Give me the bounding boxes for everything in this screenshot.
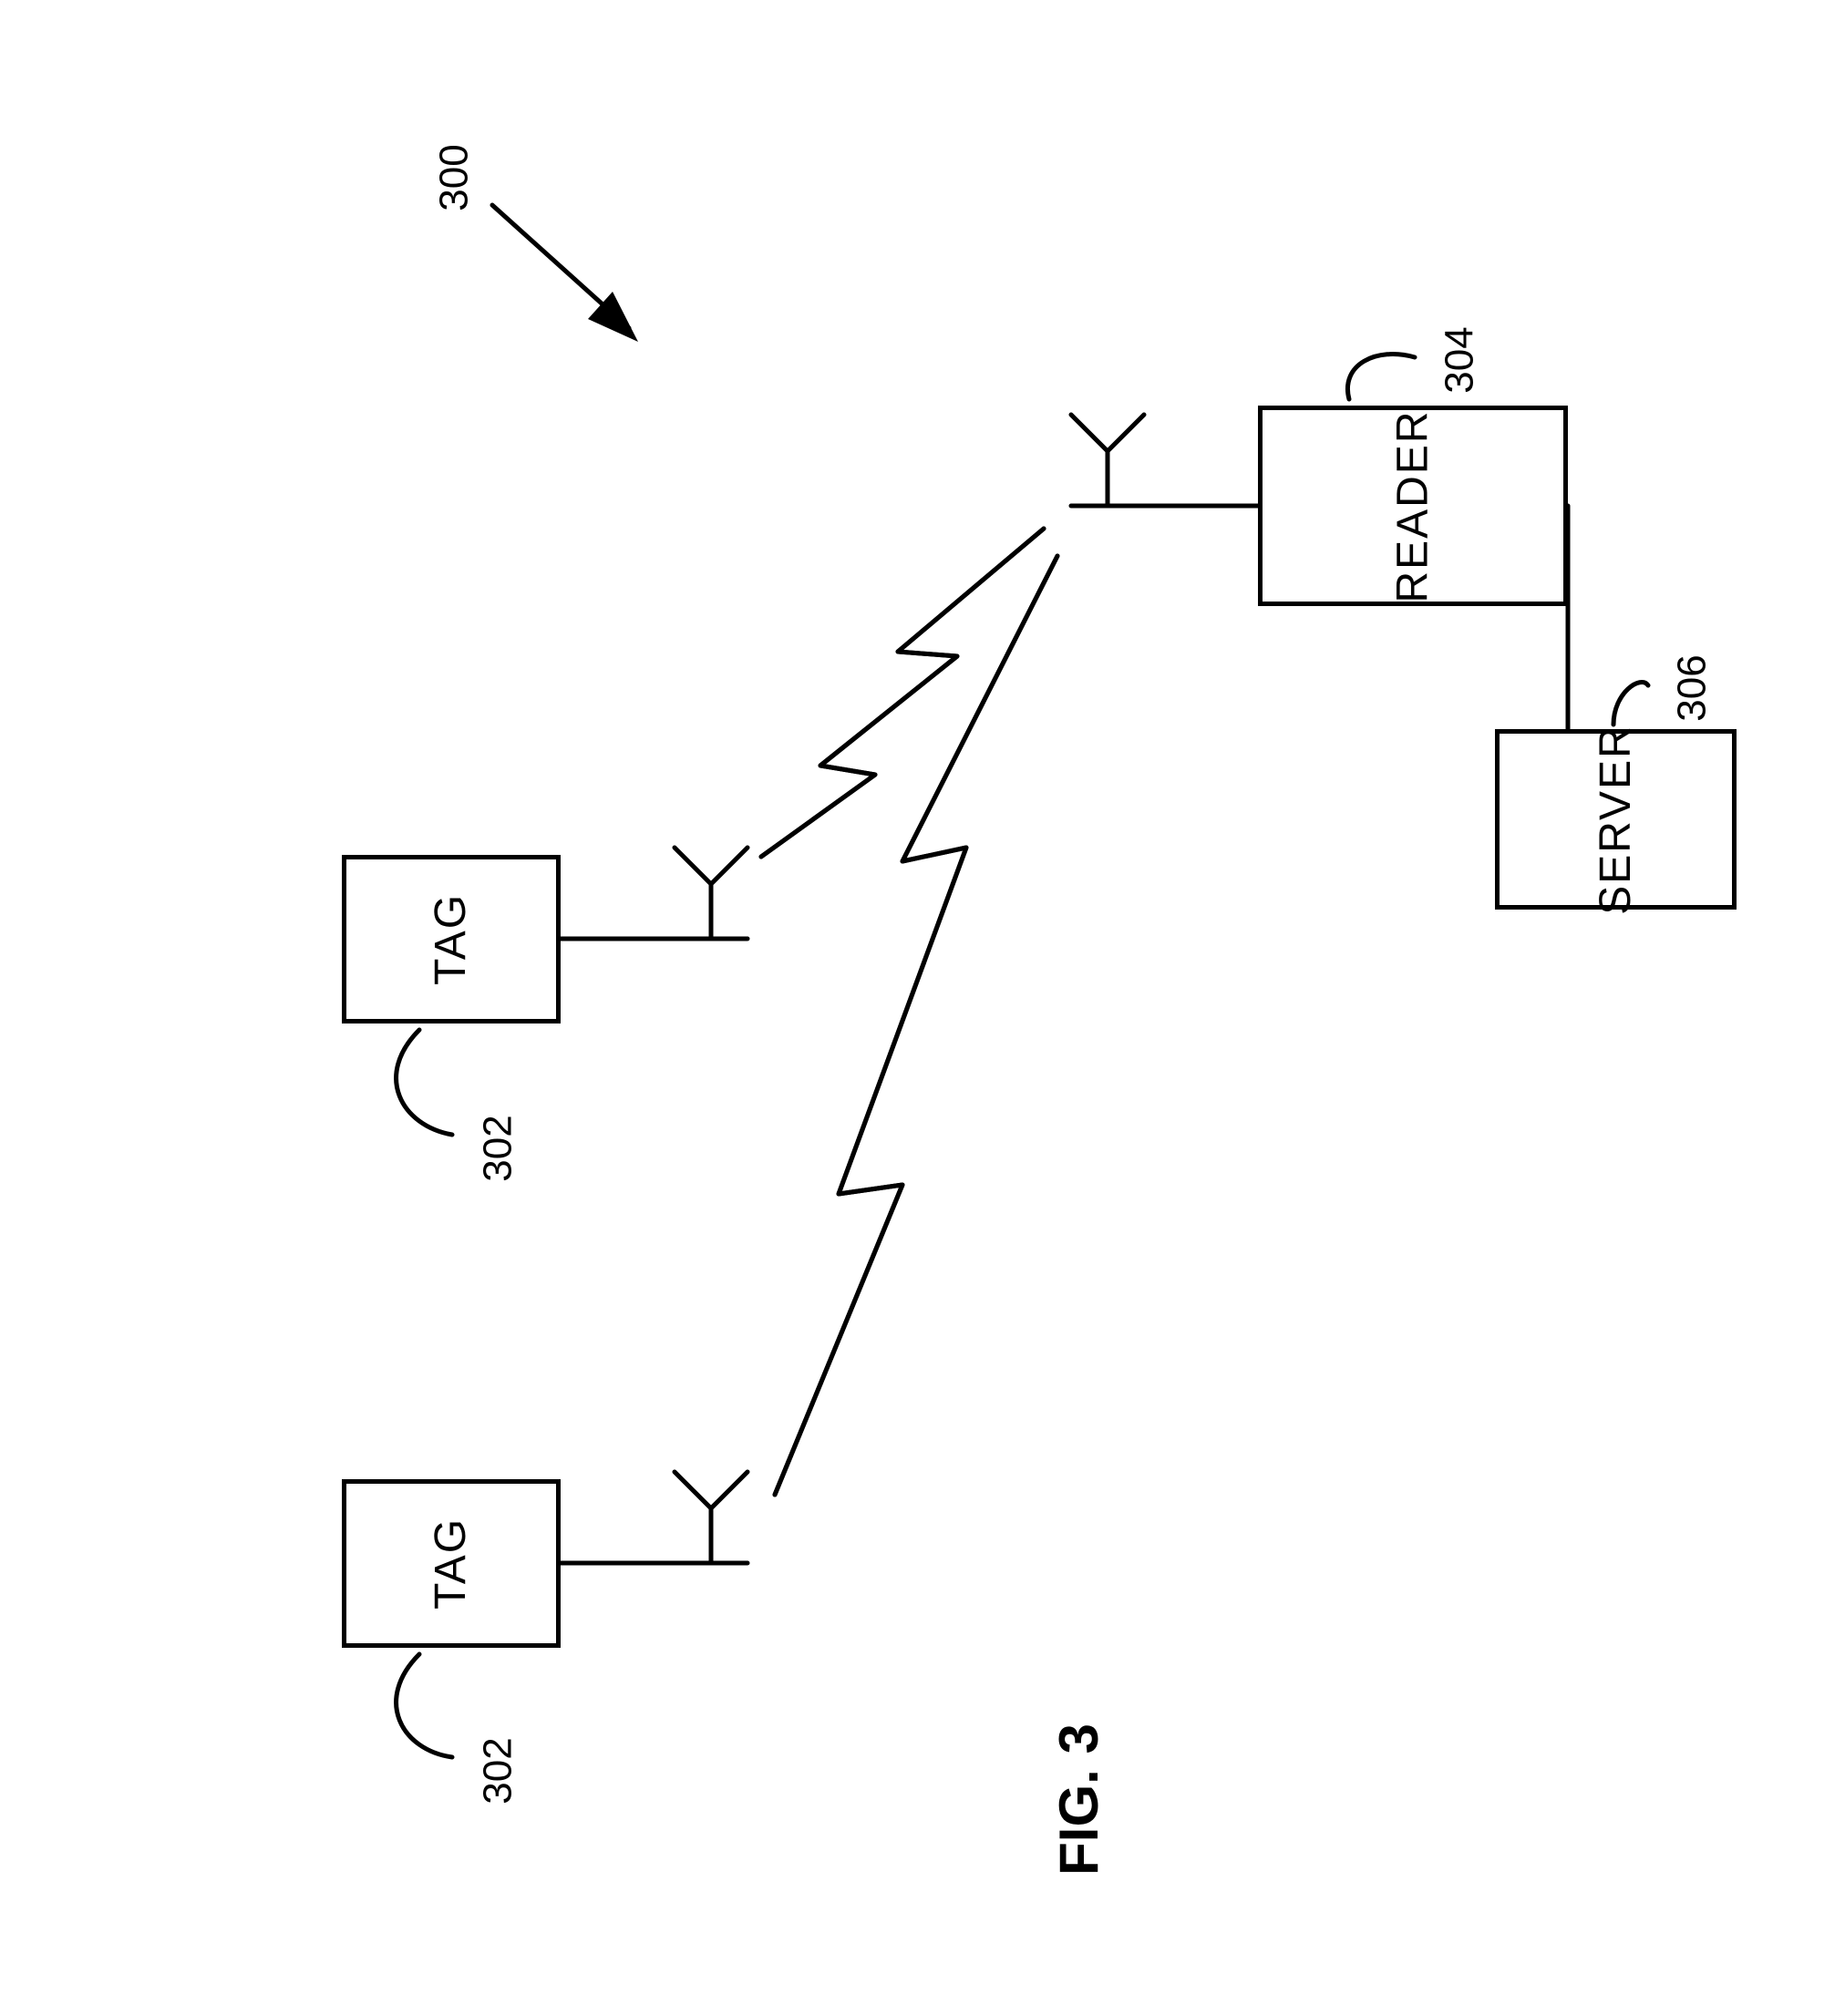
tag-box-2: TAG bbox=[342, 1479, 561, 1648]
rf-link-2-icon bbox=[775, 556, 1057, 1495]
tag-box-2-label: TAG bbox=[426, 1517, 476, 1610]
server-box-label: SERVER bbox=[1591, 725, 1641, 915]
ref-tag1: 302 bbox=[476, 1115, 521, 1181]
leader-server bbox=[1613, 683, 1648, 725]
system-arrow-icon bbox=[492, 205, 638, 342]
antenna-tag2-icon bbox=[561, 1472, 747, 1563]
antenna-tag1-icon bbox=[561, 848, 747, 939]
antenna-reader-icon bbox=[1071, 415, 1258, 506]
reader-box: READER bbox=[1258, 406, 1568, 606]
ref-server: 306 bbox=[1670, 654, 1716, 721]
tag-box-1-label: TAG bbox=[426, 893, 476, 985]
rf-link-1-icon bbox=[761, 529, 1044, 857]
server-box: SERVER bbox=[1495, 729, 1737, 910]
diagram-stage: TAG TAG READER SERVER 300 302 302 304 30… bbox=[0, 0, 1845, 2016]
diagram-overlay bbox=[0, 0, 1845, 2016]
figure-title: FIG. 3 bbox=[1047, 1723, 1110, 1876]
ref-300: 300 bbox=[432, 144, 478, 211]
leader-reader bbox=[1347, 355, 1415, 399]
ref-tag2: 302 bbox=[476, 1737, 521, 1804]
ref-reader: 304 bbox=[1438, 326, 1483, 393]
leader-tag1 bbox=[397, 1030, 452, 1135]
reader-box-label: READER bbox=[1387, 409, 1438, 602]
leader-tag2 bbox=[397, 1654, 452, 1757]
tag-box-1: TAG bbox=[342, 855, 561, 1023]
